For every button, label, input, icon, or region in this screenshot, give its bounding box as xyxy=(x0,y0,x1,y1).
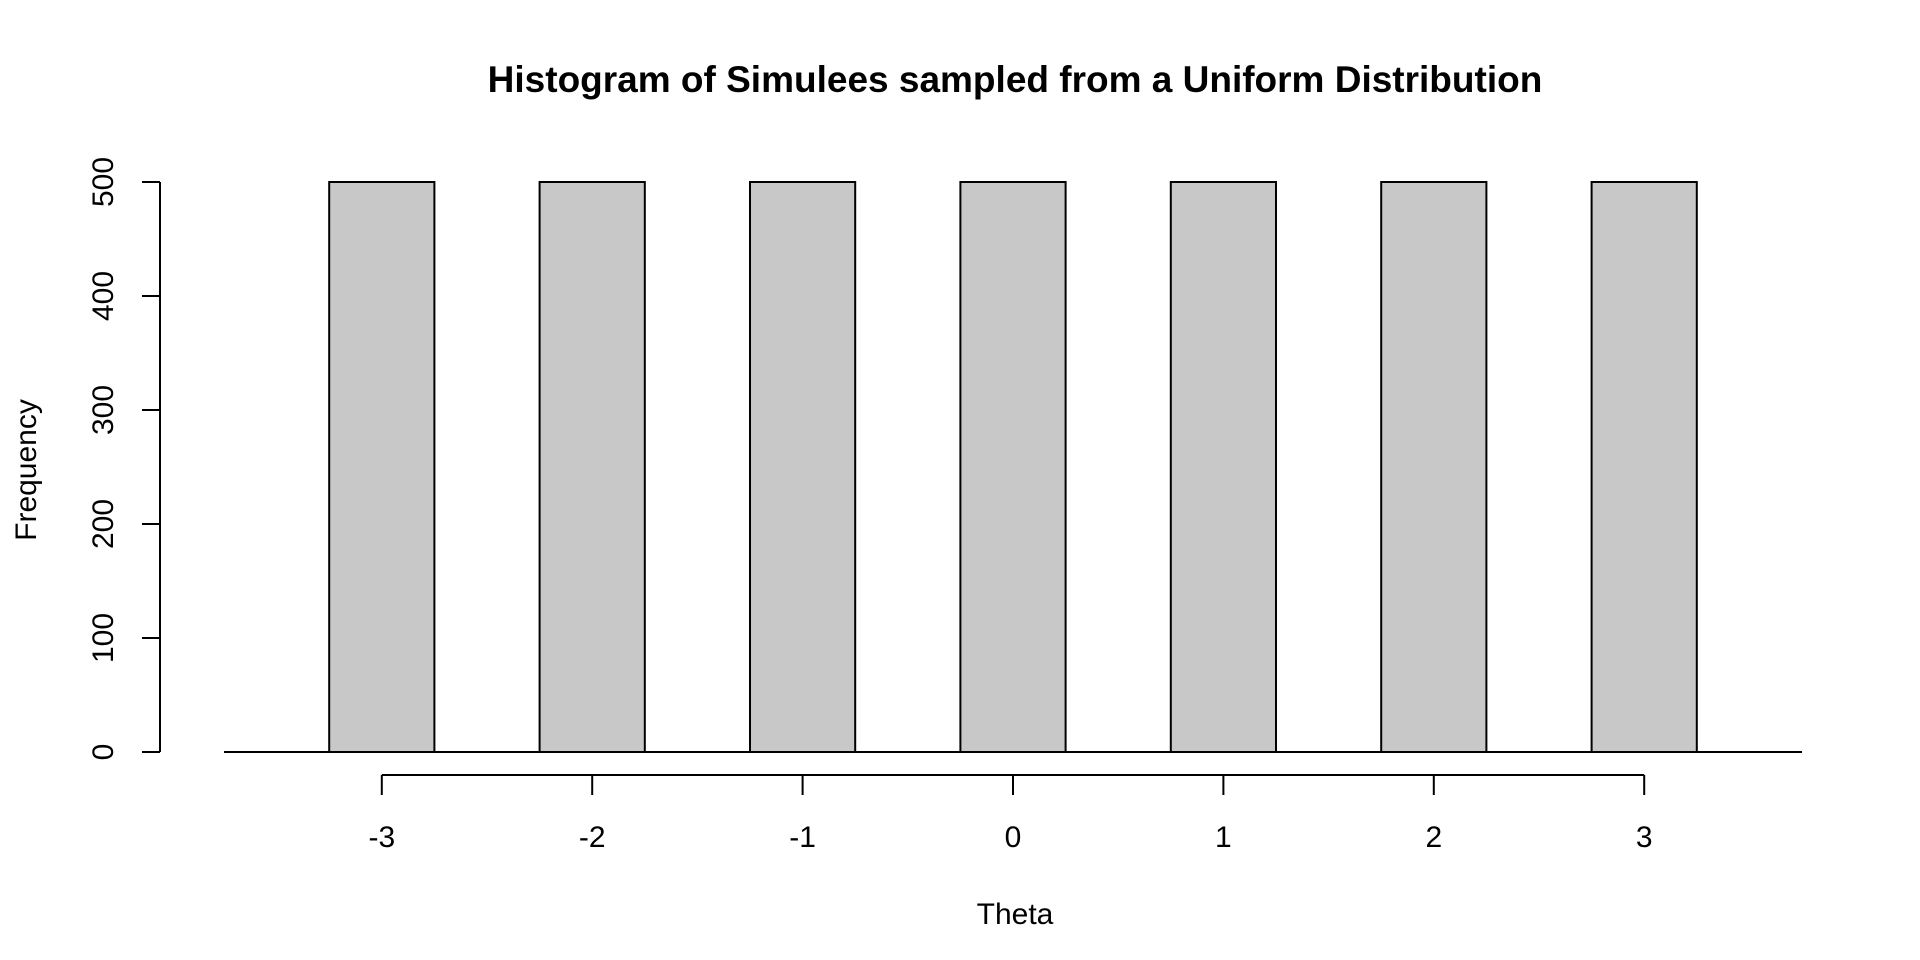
x-tick-label-0: 0 xyxy=(1005,821,1022,854)
y-tick-label-400: 400 xyxy=(87,271,120,321)
bar--1 xyxy=(749,181,857,753)
y-tick-label-100: 100 xyxy=(87,613,120,663)
y-axis-label: Frequency xyxy=(10,399,43,541)
bar-1 xyxy=(1169,181,1278,753)
chart-title: Histogram of Simulees sampled from a Uni… xyxy=(488,59,1543,100)
x-tick-label-3: 3 xyxy=(1636,821,1653,854)
bar-3 xyxy=(1590,181,1698,753)
y-tick-label-0: 0 xyxy=(87,744,120,761)
x-tick-label-1: 1 xyxy=(1215,821,1232,854)
y-tick-label-200: 200 xyxy=(87,499,120,549)
x-tick-label-2: 2 xyxy=(1425,821,1442,854)
bars-group xyxy=(328,181,1698,753)
x-tick-label--1: -1 xyxy=(789,821,816,854)
x-tick-label--3: -3 xyxy=(368,821,395,854)
x-tick-label--2: -2 xyxy=(579,821,606,854)
x-axis-label: Theta xyxy=(977,898,1054,931)
bar-2 xyxy=(1380,181,1488,753)
x-axis: -3 -2 -1 0 1 2 3 xyxy=(368,774,1653,854)
bar--3 xyxy=(328,181,436,753)
bar--2 xyxy=(538,181,646,753)
bar-0 xyxy=(959,181,1067,753)
y-tick-label-300: 300 xyxy=(87,385,120,435)
y-axis: 0 100 200 300 400 500 xyxy=(87,157,161,761)
y-tick-label-500: 500 xyxy=(87,157,120,207)
